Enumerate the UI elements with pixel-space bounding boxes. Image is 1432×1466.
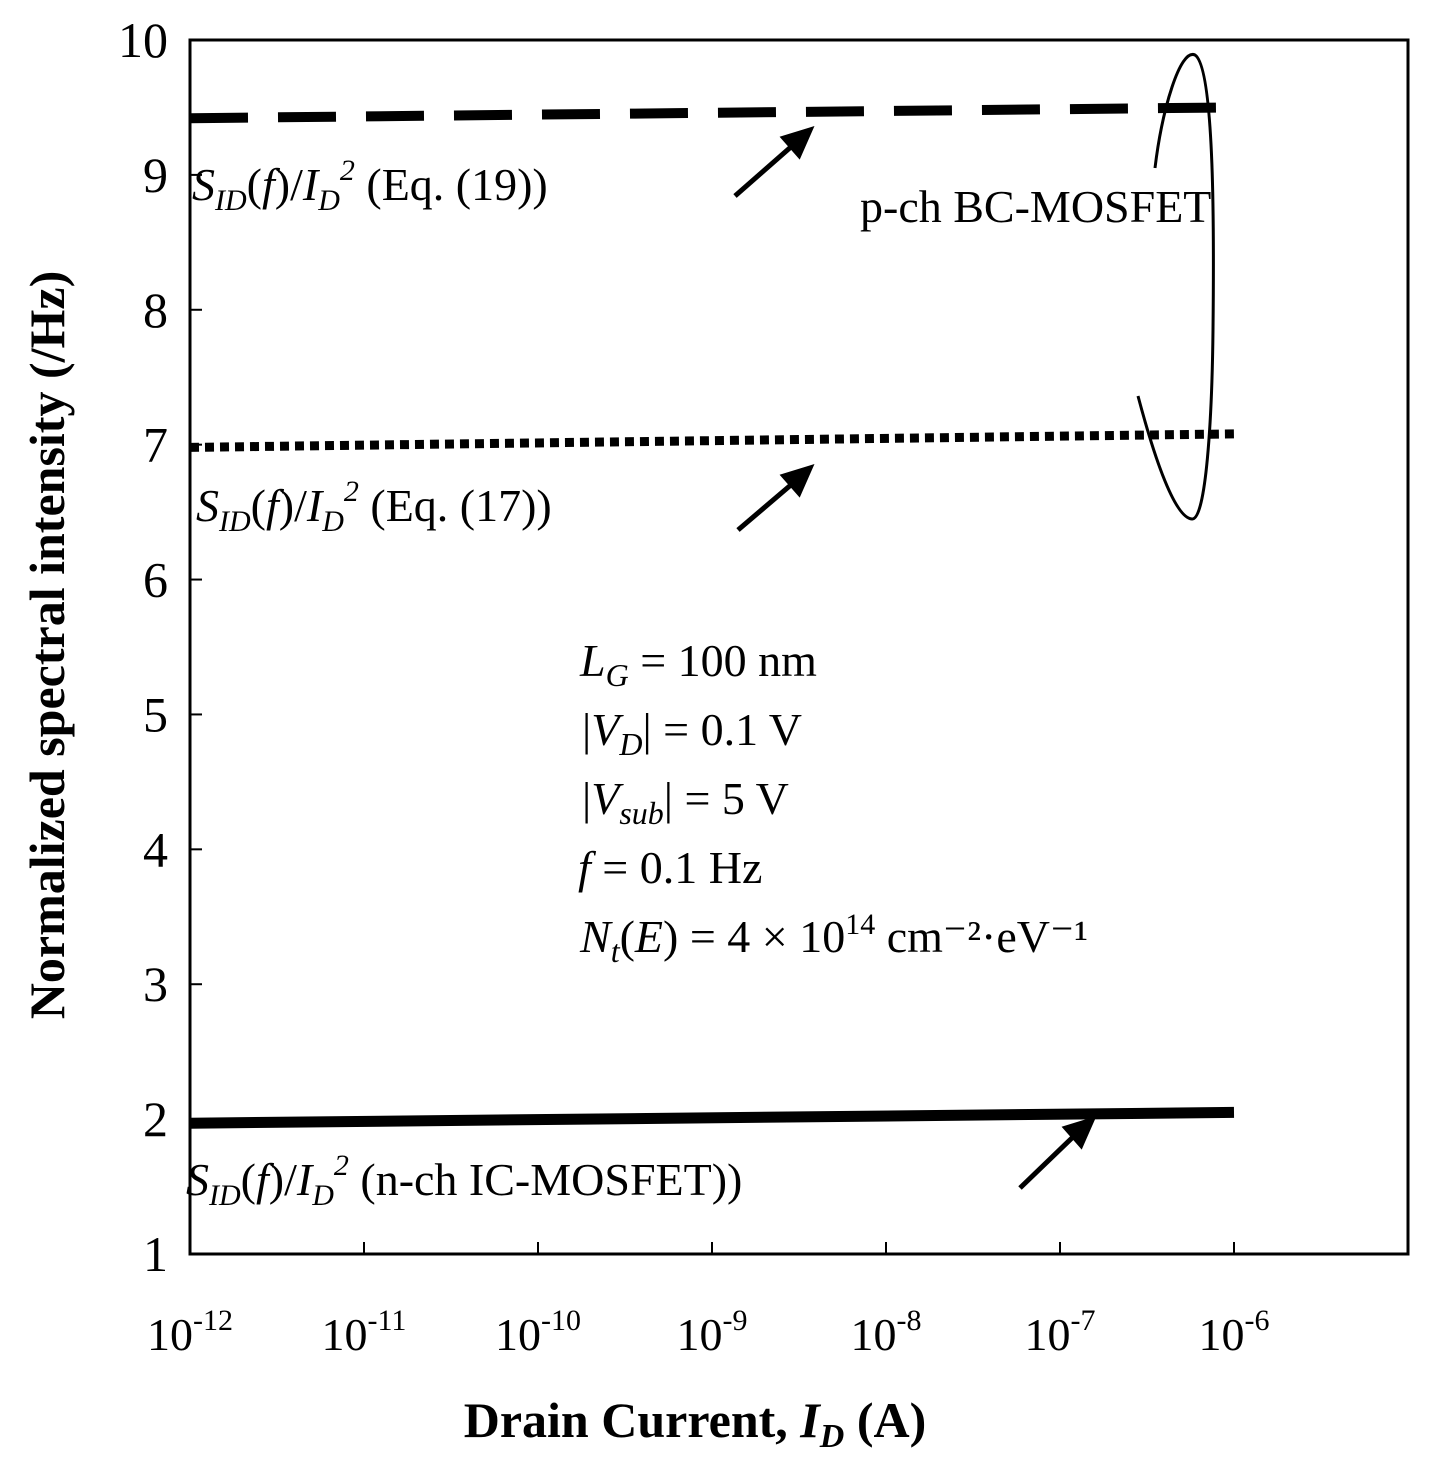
x-tick-label: 10-10 xyxy=(495,1304,581,1360)
y-tick-label: 2 xyxy=(143,1091,168,1147)
arrow-eq19-head xyxy=(779,126,815,160)
y-tick-label: 8 xyxy=(143,282,168,338)
arrows xyxy=(733,126,1097,1190)
param-vd: |VD| = 0.1 V xyxy=(582,704,802,762)
x-tick-label: 10-12 xyxy=(147,1304,233,1360)
arrow-nch xyxy=(1018,1134,1076,1190)
x-tick-label: 10-6 xyxy=(1199,1304,1270,1360)
param-nt: Nt(E) = 4 × 1014 cm⁻²·eV⁻¹ xyxy=(579,908,1088,969)
arrow-eq19 xyxy=(733,144,794,198)
series-lines xyxy=(189,102,1235,1129)
y-axis-title: Normalized spectral intensity (/Hz) xyxy=(19,271,75,1019)
param-f: f = 0.1 Hz xyxy=(578,842,762,893)
parameter-block: LG = 100 nm |VD| = 0.1 V |Vsub| = 5 V f … xyxy=(578,635,1088,969)
y-tick-label: 3 xyxy=(143,956,168,1012)
y-tick-label: 10 xyxy=(118,12,168,68)
plot-area xyxy=(188,38,1410,1256)
series-label-eq19: SID(f)/ID2 (Eq. (19)) xyxy=(192,154,548,217)
arrow-nch-head xyxy=(1061,1116,1097,1150)
y-tick-label: 9 xyxy=(143,147,168,203)
y-axis-ticks: 1 2 3 4 5 6 7 8 9 10 xyxy=(118,12,202,1282)
group-label: p-ch BC-MOSFET xyxy=(860,181,1211,232)
x-tick-label: 10-11 xyxy=(322,1304,407,1360)
y-tick-label: 7 xyxy=(143,417,168,473)
param-vsub: |Vsub| = 5 V xyxy=(582,773,789,831)
y-tick-label: 6 xyxy=(143,552,168,608)
series-line-dotted xyxy=(189,429,1235,452)
param-lg: LG = 100 nm xyxy=(579,635,817,693)
series-label-nch: SID(f)/ID2 (n-ch IC-MOSFET)) xyxy=(186,1149,742,1212)
y-tick-label: 5 xyxy=(143,686,168,742)
x-tick-label: 10-8 xyxy=(851,1304,922,1360)
arrow-eq17-head xyxy=(779,464,815,498)
arrow-eq17 xyxy=(736,482,794,532)
y-tick-label: 4 xyxy=(143,821,168,877)
x-tick-label: 10-9 xyxy=(677,1304,748,1360)
x-axis-title: Drain Current, ID (A) xyxy=(464,1392,927,1455)
x-tick-label: 10-7 xyxy=(1025,1304,1096,1360)
group-ellipse xyxy=(1136,53,1215,521)
y-tick-label: 1 xyxy=(143,1226,168,1282)
series-label-eq17: SID(f)/ID2 (Eq. (17)) xyxy=(196,475,552,538)
x-axis-ticks: 10-12 10-11 10-10 10-9 10-8 10-7 10-6 xyxy=(147,1242,1270,1360)
series-line-solid xyxy=(189,1106,1235,1129)
